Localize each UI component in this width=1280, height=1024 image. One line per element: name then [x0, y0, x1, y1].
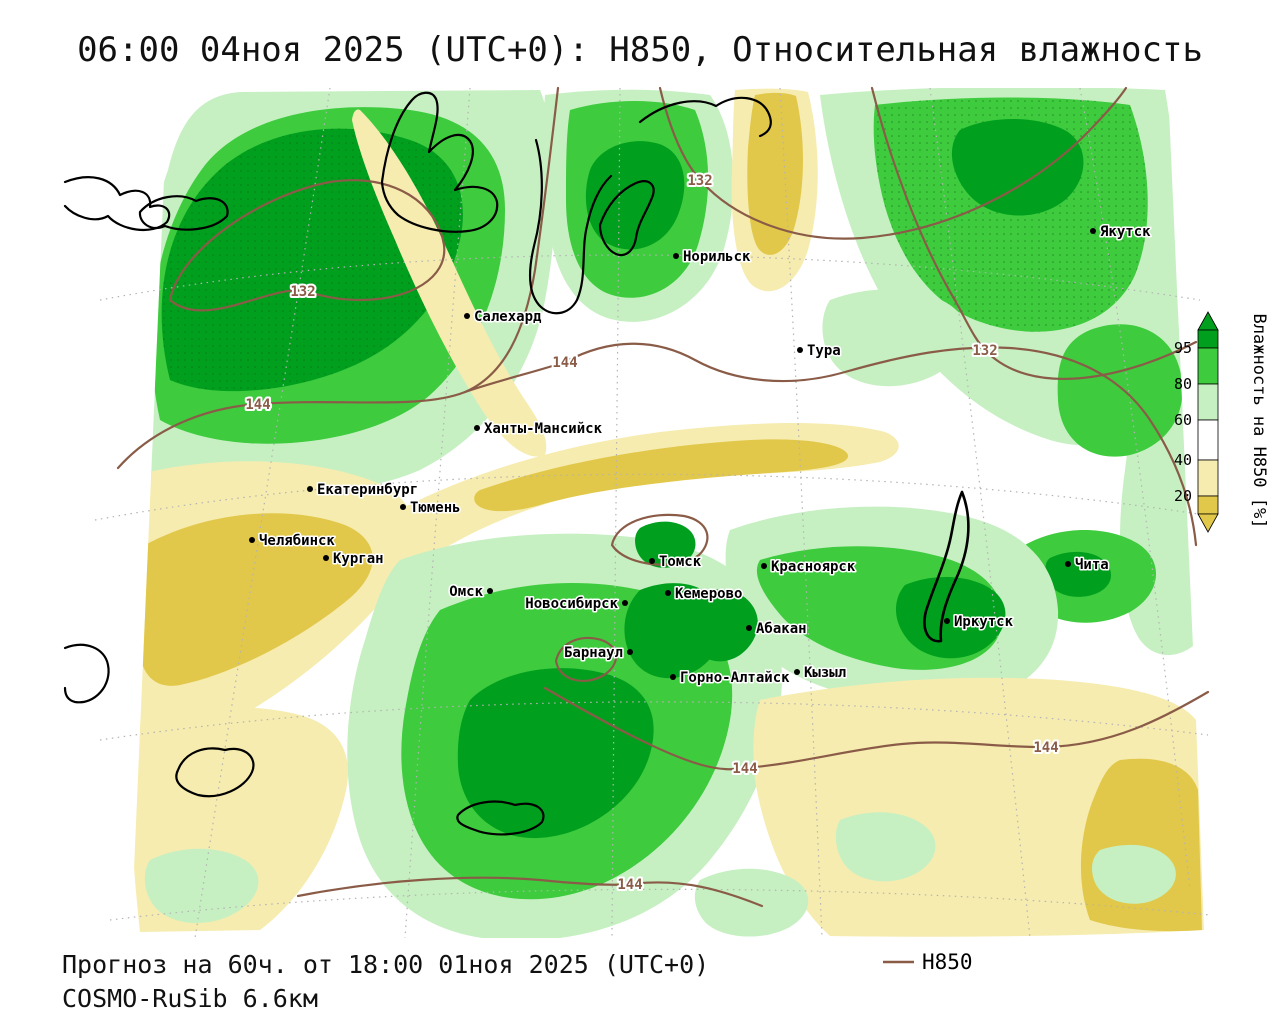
bottom-legend: H850 [883, 950, 973, 974]
city-dot [794, 669, 800, 675]
colorbar-tick-label: 95 [1174, 339, 1192, 357]
city-dot [673, 253, 679, 259]
contour-label: 132 [687, 173, 712, 189]
city-marker: Ханты-Мансийск [474, 420, 604, 439]
city-label: Ханты-Мансийск [484, 421, 603, 437]
city-marker: Челябинск [249, 532, 337, 551]
city-label: Тюмень [410, 500, 461, 516]
city-marker: Якутск [1090, 223, 1153, 242]
contour-label: 132 [290, 284, 315, 300]
city-label: Иркутск [954, 614, 1014, 630]
coastlines [63, 91, 970, 836]
contour-label: 144 [552, 355, 577, 371]
city-markers: Норильск Якутск Салехард Тура Ханты-Мансийск… [249, 223, 1153, 688]
city-dot [249, 537, 255, 543]
city-label: Курган [333, 551, 384, 567]
forecast-info: Прогноз на 60ч. от 18:00 01ноя 2025 (UTC… [62, 950, 710, 979]
city-label: Кемерово [675, 586, 742, 602]
city-dot [474, 425, 480, 431]
height-contours [116, 86, 1210, 908]
city-label: Абакан [756, 621, 807, 637]
city-label: Тура [807, 343, 841, 359]
city-dot [649, 558, 655, 564]
city-dot [464, 313, 470, 319]
city-marker: Новосибирск [524, 595, 628, 614]
city-marker: Горно-Алтайск [670, 669, 792, 688]
city-dot [944, 618, 950, 624]
colorbar-seg-20-40 [1197, 459, 1219, 497]
city-marker: Тюмень [400, 499, 462, 518]
contour-label: 144 [617, 877, 642, 893]
contour-label: 144 [245, 397, 270, 413]
colorbar-tick-label: 60 [1174, 411, 1192, 429]
city-marker: Норильск [673, 248, 753, 267]
city-marker: Абакан [746, 620, 808, 639]
colorbar-tick-label: 40 [1174, 451, 1192, 469]
city-marker: Иркутск [944, 613, 1015, 632]
city-dot [622, 600, 628, 606]
contour-label: 132 [972, 343, 997, 359]
legend-label: H850 [922, 950, 973, 974]
city-marker: Екатеринбург [307, 481, 420, 500]
city-label: Якутск [1100, 224, 1151, 240]
city-dot [761, 563, 767, 569]
city-marker: Тура [797, 342, 842, 361]
city-label: Челябинск [259, 533, 335, 549]
contour-label: 144 [1033, 740, 1058, 756]
city-label: Барнаул [564, 645, 623, 661]
city-dot [627, 649, 633, 655]
colorbar-axis-label: Влажность на H850 [%] [1249, 314, 1269, 529]
city-label: Омск [449, 584, 483, 600]
colorbar-seg-lt20 [1197, 495, 1219, 515]
graticule [94, 87, 1211, 939]
city-dot [670, 674, 676, 680]
city-label: Новосибирск [525, 596, 618, 612]
city-marker: Чита [1065, 556, 1110, 575]
city-dot [1065, 561, 1071, 567]
city-marker: Омск [448, 583, 493, 602]
city-dot [746, 625, 752, 631]
colorbar-arrow-top [1197, 311, 1219, 331]
colorbar-tick-label: 80 [1174, 375, 1192, 393]
city-label: Салехард [474, 309, 542, 325]
humidity-shading [131, 88, 1206, 938]
colorbar-seg-gt95 [1197, 329, 1219, 349]
city-label: Екатеринбург [317, 482, 418, 498]
colorbar-seg-40-60 [1197, 419, 1219, 461]
city-label: Норильск [683, 249, 751, 265]
city-marker: Барнаул [562, 644, 633, 663]
city-marker: Кызыл [794, 664, 848, 683]
model-info: COSMO-RuSib 6.6км [62, 984, 318, 1013]
city-dot [400, 504, 406, 510]
city-marker: Красноярск [761, 558, 857, 577]
city-marker: Салехард [464, 308, 544, 327]
city-label: Чита [1075, 557, 1109, 573]
city-dot [487, 588, 493, 594]
colorbar-ticks: 95 80 60 40 20 [1174, 339, 1192, 505]
city-label: Кызыл [804, 665, 846, 681]
city-label: Томск [659, 554, 702, 570]
city-label: Красноярск [771, 559, 856, 575]
city-label: Горно-Алтайск [680, 670, 790, 686]
colorbar-seg-80-95 [1197, 347, 1219, 385]
city-marker: Томск [649, 553, 703, 572]
contour-labels: 132 132 132 144 144 144 144 144 [243, 171, 1060, 895]
page-title: 06:00 04ноя 2025 (UTC+0): H850, Относите… [77, 30, 1203, 70]
colorbar-arrow-bottom [1197, 513, 1219, 533]
contour-label: 144 [732, 761, 757, 777]
colorbar: 95 80 60 40 20 Влажность на H850 [%] [1174, 311, 1269, 533]
city-dot [323, 555, 329, 561]
colorbar-tick-label: 20 [1174, 487, 1192, 505]
city-dot [797, 347, 803, 353]
city-dot [665, 590, 671, 596]
city-marker: Кемерово [665, 585, 744, 604]
colorbar-seg-60-80 [1197, 383, 1219, 421]
city-marker: Курган [323, 550, 385, 569]
city-dot [307, 486, 313, 492]
city-dot [1090, 228, 1096, 234]
